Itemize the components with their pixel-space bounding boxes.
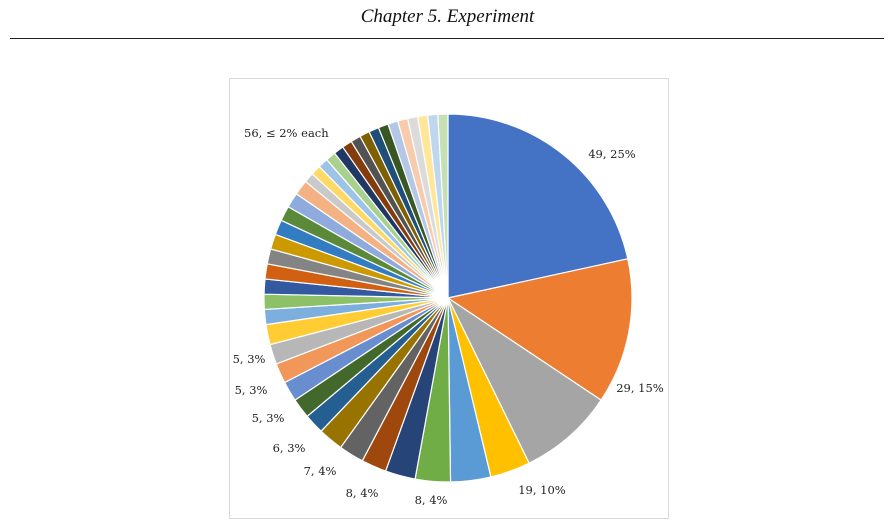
slice-data-label: 5, 3% [235, 383, 268, 397]
slice-data-label: 5, 3% [252, 411, 285, 425]
chapter-title: Chapter 5. Experiment [360, 6, 535, 27]
slice-data-label: 29, 15% [616, 381, 664, 395]
header-rule [10, 38, 884, 39]
pie-slice [447, 113, 629, 299]
slice-data-label: 7, 4% [304, 464, 337, 478]
slice-data-label: 19, 10% [518, 483, 566, 497]
slice-data-label: 49, 25% [588, 147, 636, 161]
slice-data-label: 8, 4% [346, 486, 379, 500]
slice-data-label: 6, 3% [273, 441, 306, 455]
pie-slice [437, 113, 449, 299]
pie-slice [446, 258, 633, 401]
slice-data-label: 5, 3% [233, 352, 266, 366]
page-header: Chapter 5. Experiment [0, 0, 895, 40]
slice-data-label: 8, 4% [415, 493, 448, 507]
pie-slice [446, 296, 602, 464]
small-slices-annotation: 56, ≤ 2% each [244, 126, 329, 140]
